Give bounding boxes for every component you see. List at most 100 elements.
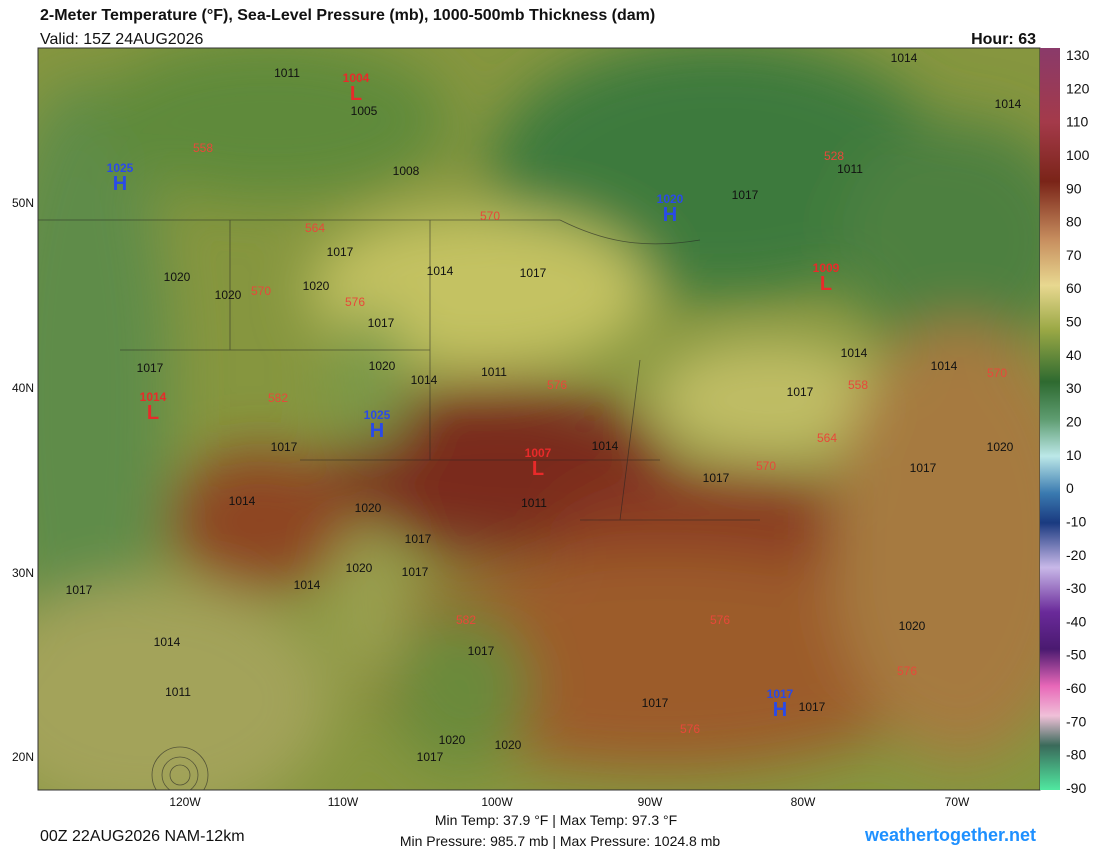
colorbar-label: 70 <box>1066 247 1082 263</box>
thickness-label: 528 <box>824 149 844 163</box>
low-letter: L <box>532 458 544 480</box>
colorbar-label: -40 <box>1066 613 1086 629</box>
isobar-label: 1017 <box>799 700 826 714</box>
isobar-label: 1014 <box>229 494 256 508</box>
forecast-hour: Hour: 63 <box>971 31 1036 48</box>
model-run: 00Z 22AUG2026 NAM-12km <box>40 828 245 845</box>
isobar-label: 1011 <box>481 365 507 379</box>
longitude-label: 100W <box>481 795 513 809</box>
colorbar-label: 60 <box>1066 280 1082 296</box>
colorbar-label: 90 <box>1066 180 1082 196</box>
high-value: 1017 <box>767 687 794 701</box>
colorbar-label: -10 <box>1066 513 1086 529</box>
isobar-label: 1020 <box>164 270 191 284</box>
longitude-label: 110W <box>328 795 359 809</box>
colorbar-label: 130 <box>1066 47 1090 63</box>
colorbar-label: -90 <box>1066 780 1086 796</box>
colorbar-label: 100 <box>1066 147 1090 163</box>
colorbar-label: 20 <box>1066 414 1082 430</box>
thickness-label: 576 <box>345 295 365 309</box>
isobar-label: 1017 <box>402 565 429 579</box>
isobar-label: 1014 <box>841 346 868 360</box>
isobar-label: 1011 <box>274 66 300 80</box>
high-letter: H <box>663 204 677 226</box>
high-value: 1025 <box>364 408 391 422</box>
colorbar-label: 120 <box>1066 80 1090 96</box>
temp-range: Min Temp: 37.9 °F | Max Temp: 97.3 °F <box>435 812 677 828</box>
colorbar-label: 30 <box>1066 380 1082 396</box>
isobar-label: 1014 <box>411 373 438 387</box>
colorbar-label: 10 <box>1066 447 1082 463</box>
isobar-label: 1020 <box>346 561 373 575</box>
isobar-label: 1020 <box>439 733 466 747</box>
isobar-label: 1017 <box>66 583 93 597</box>
thickness-label: 570 <box>251 284 271 298</box>
isobar-label: 1020 <box>987 440 1014 454</box>
colorbar-label: 80 <box>1066 214 1082 230</box>
thickness-label: 558 <box>193 141 213 155</box>
thickness-label: 570 <box>480 209 500 223</box>
thickness-label: 564 <box>305 221 325 235</box>
isobar-label: 1014 <box>427 264 454 278</box>
thickness-label: 576 <box>710 613 730 627</box>
pressure-range: Min Pressure: 985.7 mb | Max Pressure: 1… <box>400 833 721 849</box>
high-letter: H <box>370 420 384 442</box>
colorbar-label: -30 <box>1066 580 1086 596</box>
isobar-label: 1011 <box>521 496 547 510</box>
isobar-label: 1017 <box>703 471 730 485</box>
longitude-label: 90W <box>638 795 663 809</box>
colorbar-label: -70 <box>1066 713 1086 729</box>
site-link[interactable]: weathertogether.net <box>864 825 1036 845</box>
low-value: 1007 <box>525 446 552 460</box>
isobar-label: 1020 <box>369 359 396 373</box>
title: 2-Meter Temperature (°F), Sea-Level Pres… <box>40 7 655 24</box>
isobar-label: 1014 <box>995 97 1022 111</box>
thickness-label: 582 <box>456 613 476 627</box>
isobar-label: 1020 <box>303 279 330 293</box>
isobar-label: 1008 <box>393 164 420 178</box>
latitude-label: 30N <box>12 566 34 580</box>
temperature-field <box>38 48 1040 790</box>
isobar-label: 1014 <box>891 51 918 65</box>
longitude-label: 70W <box>945 795 970 809</box>
isobar-label: 1017 <box>468 644 495 658</box>
colorbar-label: 110 <box>1066 114 1089 130</box>
isobar-label: 1011 <box>837 162 863 176</box>
low-letter: L <box>147 402 159 424</box>
high-value: 1025 <box>107 161 134 175</box>
isobar-label: 1020 <box>355 501 382 515</box>
low-letter: L <box>350 83 362 105</box>
colorbar-label: -50 <box>1066 647 1086 663</box>
thickness-label: 570 <box>756 459 776 473</box>
colorbar-label: -60 <box>1066 680 1086 696</box>
colorbar-label: 40 <box>1066 347 1082 363</box>
low-value: 1014 <box>140 390 167 404</box>
latitude-label: 20N <box>12 750 34 764</box>
isobar-label: 1014 <box>294 578 321 592</box>
colorbar-label: -80 <box>1066 747 1086 763</box>
isobar-label: 1005 <box>351 104 378 118</box>
high-letter: H <box>773 699 787 721</box>
isobar-label: 1011 <box>165 685 191 699</box>
thickness-label: 576 <box>680 722 700 736</box>
colorbar-label: -20 <box>1066 547 1086 563</box>
isobar-label: 1017 <box>642 696 669 710</box>
latitude-label: 40N <box>12 381 34 395</box>
thickness-label: 558 <box>848 378 868 392</box>
thickness-label: 564 <box>817 431 837 445</box>
high-value: 1020 <box>657 192 684 206</box>
isobar-label: 1017 <box>327 245 354 259</box>
low-value: 1004 <box>343 71 370 85</box>
longitude-label: 120W <box>169 795 201 809</box>
isobar-label: 1017 <box>368 316 395 330</box>
colorbar-label: 50 <box>1066 314 1082 330</box>
valid-time: Valid: 15Z 24AUG2026 <box>40 31 203 48</box>
isobar-label: 1017 <box>137 361 164 375</box>
isobar-label: 1014 <box>592 439 619 453</box>
isobar-label: 1020 <box>495 738 522 752</box>
low-letter: L <box>820 273 832 295</box>
thickness-label: 576 <box>547 378 567 392</box>
isobar-label: 1020 <box>215 288 242 302</box>
